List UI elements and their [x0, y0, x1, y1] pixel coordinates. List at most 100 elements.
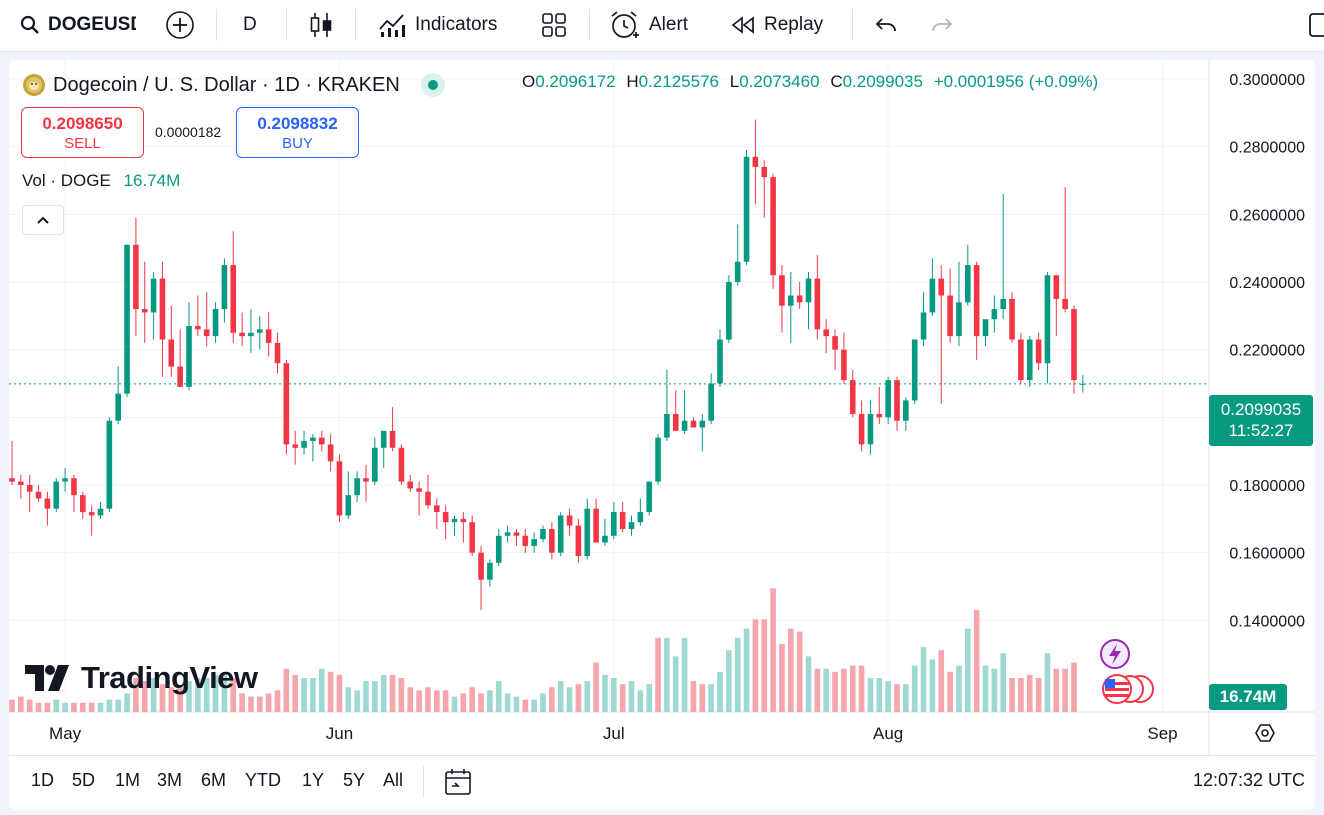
- candle-body: [717, 339, 723, 384]
- volume-bar: [531, 699, 537, 712]
- collapse-legend-button[interactable]: [22, 205, 64, 235]
- volume-bar: [363, 681, 369, 712]
- range-button-all[interactable]: All: [383, 770, 404, 790]
- volume-bar: [743, 628, 750, 712]
- price-tick-label: 0.1400000: [1229, 613, 1305, 630]
- volume-bar: [911, 665, 918, 712]
- volume-bar: [1062, 668, 1068, 712]
- sell-button[interactable]: 0.2098650 SELL: [21, 107, 144, 158]
- candle-body: [88, 512, 95, 516]
- volume-bar: [495, 681, 502, 712]
- volume-bar: [1044, 653, 1051, 712]
- volume-bar: [982, 665, 989, 712]
- close-key: C: [830, 72, 843, 91]
- candle-body: [1026, 339, 1033, 381]
- range-button-3m[interactable]: 3M: [157, 770, 183, 790]
- plus-circle-icon: [165, 10, 195, 40]
- range-toolbar: 1D 5D 1M 3M 6M YTD 1Y 5Y All 12:07:32 UTC: [9, 755, 1315, 810]
- candle-body: [115, 393, 121, 421]
- candle-body: [407, 481, 414, 489]
- volume-bar: [186, 681, 192, 712]
- price-tick-label: 0.2600000: [1229, 207, 1305, 224]
- volume-bar: [44, 702, 51, 712]
- indicators-button[interactable]: Indicators: [377, 0, 497, 50]
- chart-type-button[interactable]: [308, 0, 334, 50]
- candle-body: [531, 539, 537, 546]
- buy-button[interactable]: 0.2098832 BUY: [236, 107, 359, 158]
- templates-button[interactable]: [540, 0, 568, 50]
- candle-body: [26, 484, 33, 492]
- watermark-text: TradingView: [81, 660, 258, 695]
- range-button-1d[interactable]: 1D: [31, 770, 55, 790]
- square-icon: [1308, 12, 1324, 38]
- range-button-6m[interactable]: 6M: [201, 770, 227, 790]
- volume-bar: [389, 674, 396, 712]
- fullscreen-button[interactable]: [1308, 0, 1324, 50]
- candle-body: [611, 512, 617, 536]
- volume-bar: [310, 678, 316, 712]
- volume-bar: [885, 681, 891, 712]
- timezone-clock[interactable]: 12:07:32 UTC: [1192, 770, 1305, 790]
- candle-body: [814, 278, 821, 330]
- range-button-5y[interactable]: 5Y: [343, 770, 366, 790]
- range-button-5d[interactable]: 5D: [72, 770, 96, 790]
- add-symbol-button[interactable]: [165, 0, 195, 50]
- volume-bar: [416, 690, 422, 712]
- candle-body: [734, 261, 741, 282]
- us-events-icon[interactable]: [1098, 674, 1158, 709]
- candle-body: [495, 535, 502, 563]
- ai-assistant-icon[interactable]: [1099, 638, 1131, 675]
- volume-bar: [292, 674, 298, 712]
- candle-body: [965, 265, 971, 303]
- price-chart[interactable]: 0.3000000 0.2800000 0.2600000 0.2400000 0.22…: [9, 60, 1315, 755]
- candle-body: [1018, 339, 1024, 381]
- volume-bar: [628, 681, 635, 712]
- price-tick-label: 0.1800000: [1229, 478, 1305, 495]
- candle-body: [699, 420, 706, 428]
- candle-body: [1062, 298, 1068, 310]
- candle-body: [487, 562, 493, 580]
- candle-body: [770, 177, 776, 276]
- alert-button[interactable]: Alert: [609, 0, 688, 50]
- volume-bar: [1018, 678, 1024, 712]
- interval-button[interactable]: D: [243, 0, 257, 50]
- candle-body: [177, 366, 183, 387]
- replay-button[interactable]: Replay: [730, 0, 823, 50]
- volume-bar: [841, 668, 847, 712]
- last-price-value: 0.2099035: [1220, 400, 1302, 419]
- range-button-1m[interactable]: 1M: [115, 770, 141, 790]
- volume-bar: [611, 678, 617, 712]
- candle-body: [956, 302, 962, 337]
- tradingview-watermark[interactable]: TradingView: [25, 660, 258, 696]
- candle-body: [9, 478, 15, 482]
- candle-body: [230, 265, 237, 333]
- chart-pane[interactable]: 0.3000000 0.2800000 0.2600000 0.2400000 0.22…: [9, 60, 1315, 810]
- volume-bar: [221, 671, 228, 712]
- volume-bar: [168, 687, 175, 712]
- time-tick-label: Jun: [326, 724, 353, 743]
- redo-button[interactable]: [930, 0, 954, 50]
- volume-bar: [681, 637, 688, 712]
- volume-bar: [265, 693, 272, 712]
- range-button-ytd[interactable]: YTD: [245, 770, 281, 790]
- candle-body: [540, 528, 546, 540]
- candle-body: [141, 309, 148, 313]
- replay-label: Replay: [764, 14, 824, 35]
- candle-body: [195, 325, 201, 330]
- volume-bar: [327, 671, 334, 712]
- range-button-1y[interactable]: 1Y: [302, 770, 325, 790]
- candle-body: [655, 437, 661, 482]
- volume-bar: [646, 684, 652, 712]
- symbol-search[interactable]: DOGEUSD: [20, 0, 136, 50]
- top-toolbar: DOGEUSD D Indicators Alert R: [0, 0, 1324, 52]
- date-range-button[interactable]: [443, 767, 473, 802]
- low-key: L: [729, 72, 740, 91]
- search-icon: [20, 15, 40, 35]
- volume-value: 16.74M: [123, 171, 181, 190]
- candle-body: [690, 420, 697, 428]
- candle-body: [593, 508, 599, 543]
- candle-body: [761, 166, 768, 178]
- candle-body: [71, 478, 77, 496]
- undo-button[interactable]: [874, 0, 898, 50]
- candle-body: [911, 339, 918, 401]
